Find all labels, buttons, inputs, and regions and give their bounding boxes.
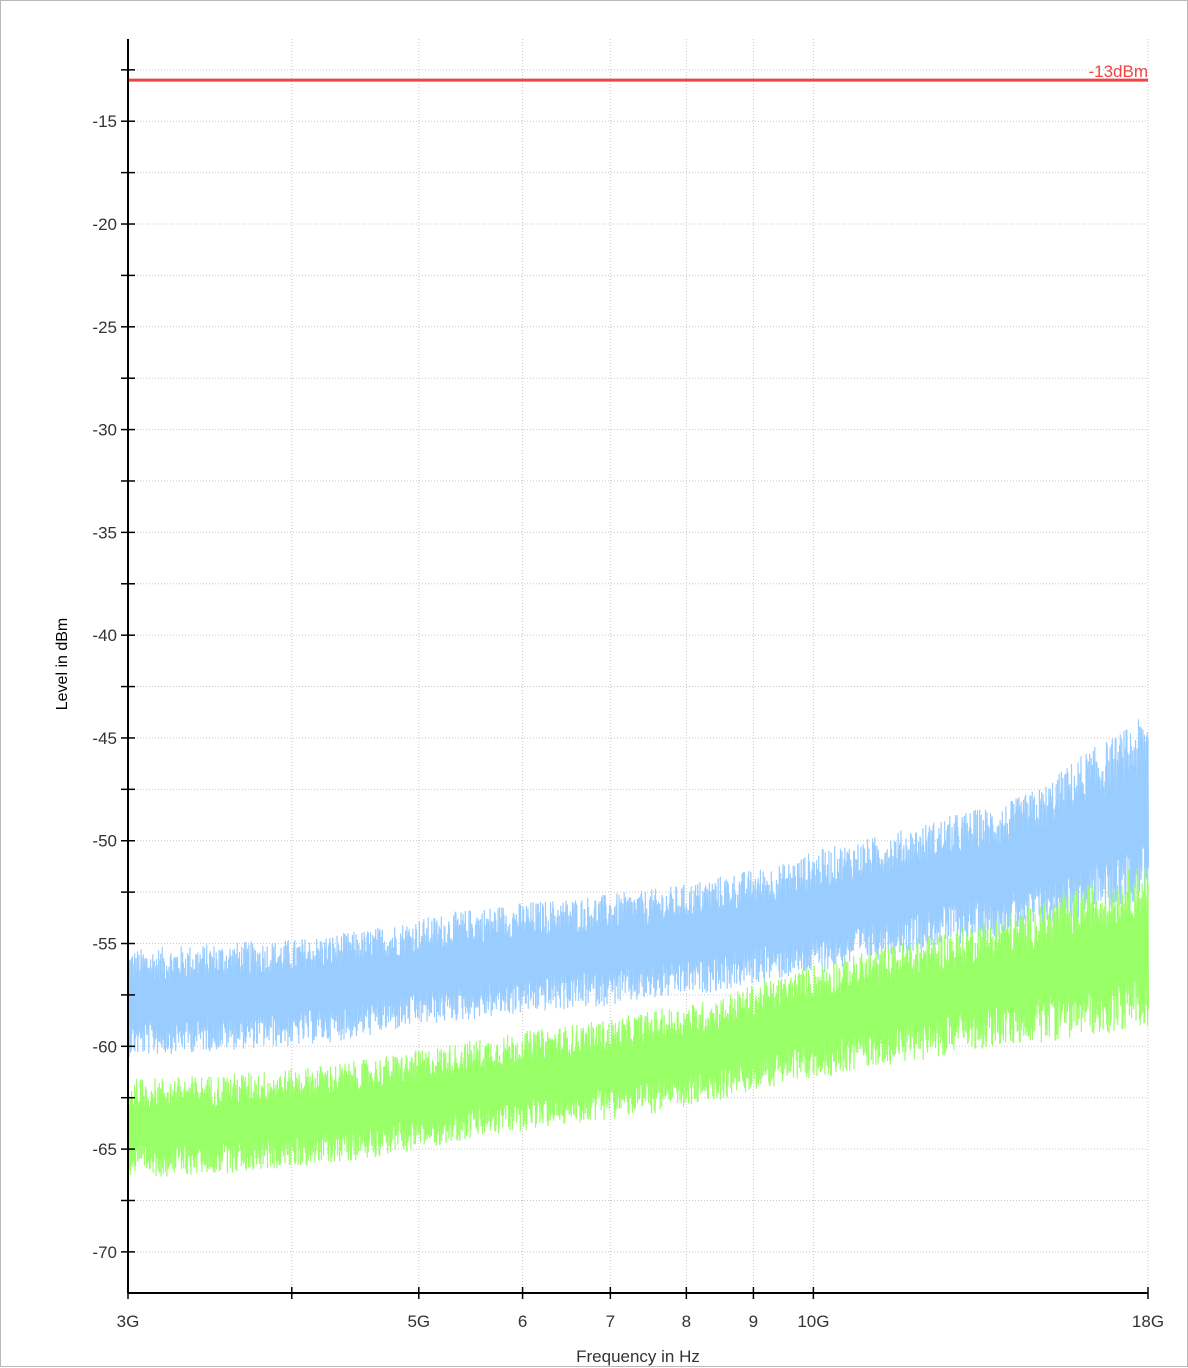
y-tick-label: -35: [92, 523, 117, 542]
limit-line-label: -13dBm: [1088, 62, 1148, 81]
y-tick-label: -50: [92, 832, 117, 851]
series-layer: [127, 719, 1149, 1177]
x-tick-label: 18G: [1132, 1312, 1164, 1331]
y-tick-label: -30: [92, 421, 117, 440]
x-tick-label: 7: [606, 1312, 615, 1331]
y-tick-label: -45: [92, 729, 117, 748]
x-tick-label: 3G: [117, 1312, 140, 1331]
x-tick-label: 6: [518, 1312, 527, 1331]
y-tick-label: -25: [92, 318, 117, 337]
x-tick-label: 8: [682, 1312, 691, 1331]
x-tick-label: 5G: [407, 1312, 430, 1331]
x-axis-title: Frequency in Hz: [576, 1347, 700, 1366]
y-tick-label: -20: [92, 215, 117, 234]
limit-layer: -13dBm: [128, 62, 1148, 82]
y-tick-label: -60: [92, 1037, 117, 1056]
series-trace-1: [127, 719, 1149, 1057]
axes: -15 -20 -25 -30 -35 -40 -45 -50 -55 -60 -65 -70 3G 5G…: [92, 39, 1164, 1331]
y-axis-title: Level in dBm: [54, 618, 71, 711]
x-tick-label: 10G: [797, 1312, 829, 1331]
y-tick-label: -70: [92, 1243, 117, 1262]
y-tick-label: -40: [92, 626, 117, 645]
y-tick-label: -15: [92, 112, 117, 131]
series-trace-2: [127, 867, 1149, 1177]
x-tick-label: 9: [749, 1312, 758, 1331]
y-tick-label: -55: [92, 935, 117, 954]
y-tick-label: -65: [92, 1140, 117, 1159]
